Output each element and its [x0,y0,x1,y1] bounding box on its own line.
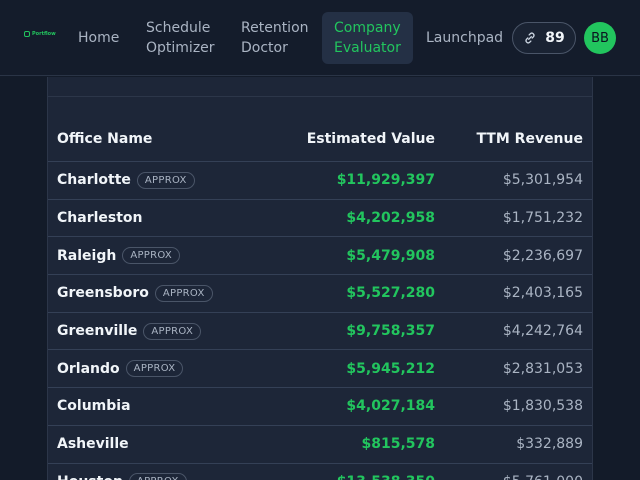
ttm-revenue: $1,830,538 [502,398,583,415]
user-avatar[interactable]: BB [584,22,616,54]
office-name-cell: Greensboro APPROX [57,275,213,312]
approx-badge: APPROX [136,171,195,189]
header-office-name[interactable]: Office Name [57,130,153,147]
office-name: Asheville [57,436,129,453]
nav-schedule-optimizer-label-1: Schedule [146,20,211,36]
ttm-revenue: $2,236,697 [502,247,583,264]
ttm-revenue: $5,761,000 [503,464,583,480]
approx-badge: APPROX [143,322,202,340]
ttm-revenue: $1,751,232 [502,210,583,227]
office-name-cell: Houston APPROX [57,464,187,480]
nav-home[interactable]: Home [78,28,119,48]
approx-badge: APPROX [125,360,184,378]
estimated-value: $5,479,908 [346,247,435,264]
header-estimated-value[interactable]: Estimated Value [306,130,435,147]
office-name: Charleston [57,210,143,227]
nav-retention-doctor-label-1: Retention [241,20,309,36]
credits-button[interactable]: 89 [512,22,576,54]
logo-text: Portflow [32,31,56,37]
office-name: Columbia [57,398,131,415]
nav-company-evaluator-label-1: Company [334,20,401,36]
credits-count: 89 [545,30,565,46]
table-row[interactable]: Charlotte APPROX $11,929,397 $5,301,954 [48,162,592,200]
estimated-value: $4,027,184 [346,398,435,415]
nav-launchpad[interactable]: Launchpad [426,28,503,48]
offices-table: Office Name Estimated Value TTM Revenue … [48,116,592,480]
offices-panel: Office Name Estimated Value TTM Revenue … [47,77,593,480]
ttm-revenue: $2,403,165 [502,285,583,302]
office-name-cell: Asheville [57,426,129,463]
table-row[interactable]: Houston APPROX $13,538,350 $5,761,000 [48,464,592,480]
estimated-value: $13,538,350 [337,464,435,480]
office-name: Houston [57,474,123,480]
nav-home-label: Home [78,30,120,46]
table-row[interactable]: Charleston $4,202,958 $1,751,232 [48,200,592,238]
link-icon [525,32,535,44]
table-row[interactable]: Asheville $815,578 $332,889 [48,426,592,464]
table-row[interactable]: Columbia $4,027,184 $1,830,538 [48,388,592,426]
nav-launchpad-label: Launchpad [426,30,504,46]
approx-badge: APPROX [154,284,213,302]
ttm-revenue: $2,831,053 [502,360,583,377]
office-name: Charlotte [57,172,131,189]
nav-schedule-optimizer[interactable]: Schedule Optimizer [146,18,215,58]
office-name-cell: Raleigh APPROX [57,237,181,274]
estimated-value: $11,929,397 [336,172,435,189]
office-name-cell: Orlando APPROX [57,350,184,387]
app-logo[interactable]: Portflow [24,31,56,37]
estimated-value: $5,945,212 [346,360,435,377]
header-ttm-revenue[interactable]: TTM Revenue [476,130,583,147]
approx-badge: APPROX [128,473,187,480]
table-row[interactable]: Greensboro APPROX $5,527,280 $2,403,165 [48,275,592,313]
office-name-cell: Charleston [57,200,143,237]
nav-company-evaluator[interactable]: Company Evaluator [322,12,413,64]
panel-header-strip [48,77,592,97]
office-name: Greenville [57,323,138,340]
nav-schedule-optimizer-label-2: Optimizer [146,40,215,56]
ttm-revenue: $4,242,764 [502,323,583,340]
ttm-revenue: $332,889 [516,436,583,453]
office-name-cell: Charlotte APPROX [57,162,195,199]
logo-icon [24,31,30,37]
table-row[interactable]: Orlando APPROX $5,945,212 $2,831,053 [48,350,592,389]
approx-badge: APPROX [122,247,181,265]
office-name: Raleigh [57,247,117,264]
office-name-cell: Columbia [57,388,131,425]
nav-retention-doctor[interactable]: Retention Doctor [241,18,309,58]
office-name-cell: Greenville APPROX [57,313,202,350]
table-row[interactable]: Greenville APPROX $9,758,357 $4,242,764 [48,313,592,351]
table-row[interactable]: Raleigh APPROX $5,479,908 $2,236,697 [48,237,592,276]
estimated-value: $9,758,357 [346,323,435,340]
office-name: Greensboro [57,285,149,302]
top-navigation-bar: Portflow Home Schedule Optimizer Retenti… [0,0,640,76]
nav-company-evaluator-label-2: Evaluator [334,40,401,56]
estimated-value: $5,527,280 [346,285,435,302]
table-header-row: Office Name Estimated Value TTM Revenue [48,116,592,162]
estimated-value: $4,202,958 [346,210,435,227]
office-name: Orlando [57,360,120,377]
estimated-value: $815,578 [361,436,435,453]
nav-retention-doctor-label-2: Doctor [241,40,288,56]
ttm-revenue: $5,301,954 [502,172,583,189]
